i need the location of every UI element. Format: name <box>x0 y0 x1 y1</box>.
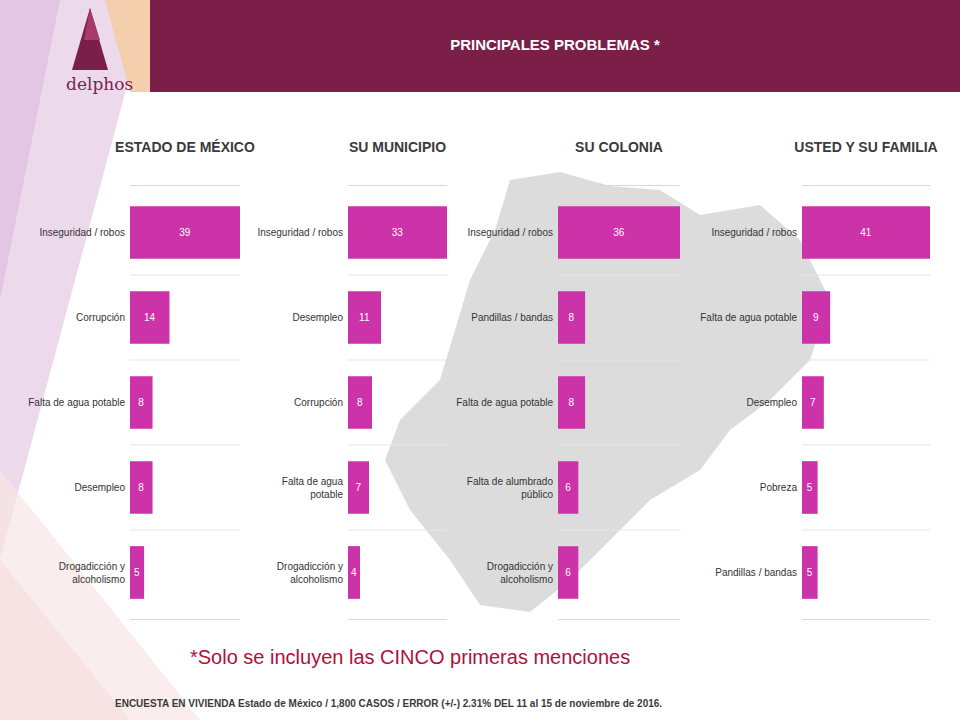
svg-text:USTED Y SU FAMILIA: USTED Y SU FAMILIA <box>794 139 937 155</box>
html-text:ENCUESTA EN VIVIENDA Estado de: ENCUESTA EN VIVIENDA Estado de México / … <box>115 698 663 709</box>
svg-text:SU COLONIA: SU COLONIA <box>575 139 663 155</box>
svg-text:5: 5 <box>807 482 813 493</box>
svg-text:Inseguridad / robos: Inseguridad / robos <box>467 227 553 238</box>
svg-text:Corrupción: Corrupción <box>76 312 125 323</box>
svg-text:33: 33 <box>392 227 404 238</box>
svg-text:Falta de aguapotable: Falta de aguapotable <box>282 476 344 500</box>
svg-text:Pandillas / bandas: Pandillas / bandas <box>471 312 553 323</box>
svg-text:8: 8 <box>357 397 363 408</box>
svg-text:41: 41 <box>860 227 872 238</box>
svg-text:Desempleo: Desempleo <box>292 312 343 323</box>
svg-text:11: 11 <box>359 312 370 323</box>
svg-text:8: 8 <box>138 482 144 493</box>
svg-text:8: 8 <box>569 312 575 323</box>
svg-text:Drogadicción yalcoholismo: Drogadicción yalcoholismo <box>277 561 344 585</box>
svg-text:Desempleo: Desempleo <box>74 482 125 493</box>
svg-text:5: 5 <box>807 567 813 578</box>
svg-text:6: 6 <box>565 567 571 578</box>
svg-text:36: 36 <box>613 227 625 238</box>
svg-text:Pobreza: Pobreza <box>760 482 798 493</box>
svg-text:ESTADO DE MÉXICO: ESTADO DE MÉXICO <box>115 139 255 155</box>
svg-text:SU MUNICIPIO: SU MUNICIPIO <box>349 139 446 155</box>
svg-text:Desempleo: Desempleo <box>746 397 797 408</box>
svg-text:7: 7 <box>356 482 362 493</box>
svg-text:Drogadicción yalcoholismo: Drogadicción yalcoholismo <box>59 561 126 585</box>
svg-text:39: 39 <box>179 227 191 238</box>
svg-text:14: 14 <box>144 312 156 323</box>
html-text:PRINCIPALES PROBLEMAS *: PRINCIPALES PROBLEMAS * <box>450 36 660 53</box>
svg-text:Falta de agua potable: Falta de agua potable <box>700 312 797 323</box>
html-text:delphos: delphos <box>66 74 134 94</box>
svg-text:Inseguridad / robos: Inseguridad / robos <box>257 227 343 238</box>
html-text:*Solo se incluyen las CINCO pr: *Solo se incluyen las CINCO primeras men… <box>190 646 631 668</box>
svg-text:Pandillas / bandas: Pandillas / bandas <box>715 567 797 578</box>
svg-text:6: 6 <box>565 482 571 493</box>
svg-text:9: 9 <box>813 312 819 323</box>
svg-text:Falta de alumbradopúblico: Falta de alumbradopúblico <box>467 476 554 500</box>
svg-text:7: 7 <box>810 397 816 408</box>
svg-text:4: 4 <box>351 567 357 578</box>
svg-text:Corrupción: Corrupción <box>294 397 343 408</box>
svg-text:Falta de agua potable: Falta de agua potable <box>456 397 553 408</box>
svg-text:8: 8 <box>569 397 575 408</box>
svg-text:Inseguridad / robos: Inseguridad / robos <box>39 227 125 238</box>
svg-text:Inseguridad / robos: Inseguridad / robos <box>711 227 797 238</box>
svg-text:Falta de agua potable: Falta de agua potable <box>28 397 125 408</box>
svg-text:5: 5 <box>134 567 140 578</box>
svg-text:8: 8 <box>138 397 144 408</box>
svg-text:Drogadicción yalcoholismo: Drogadicción yalcoholismo <box>487 561 554 585</box>
